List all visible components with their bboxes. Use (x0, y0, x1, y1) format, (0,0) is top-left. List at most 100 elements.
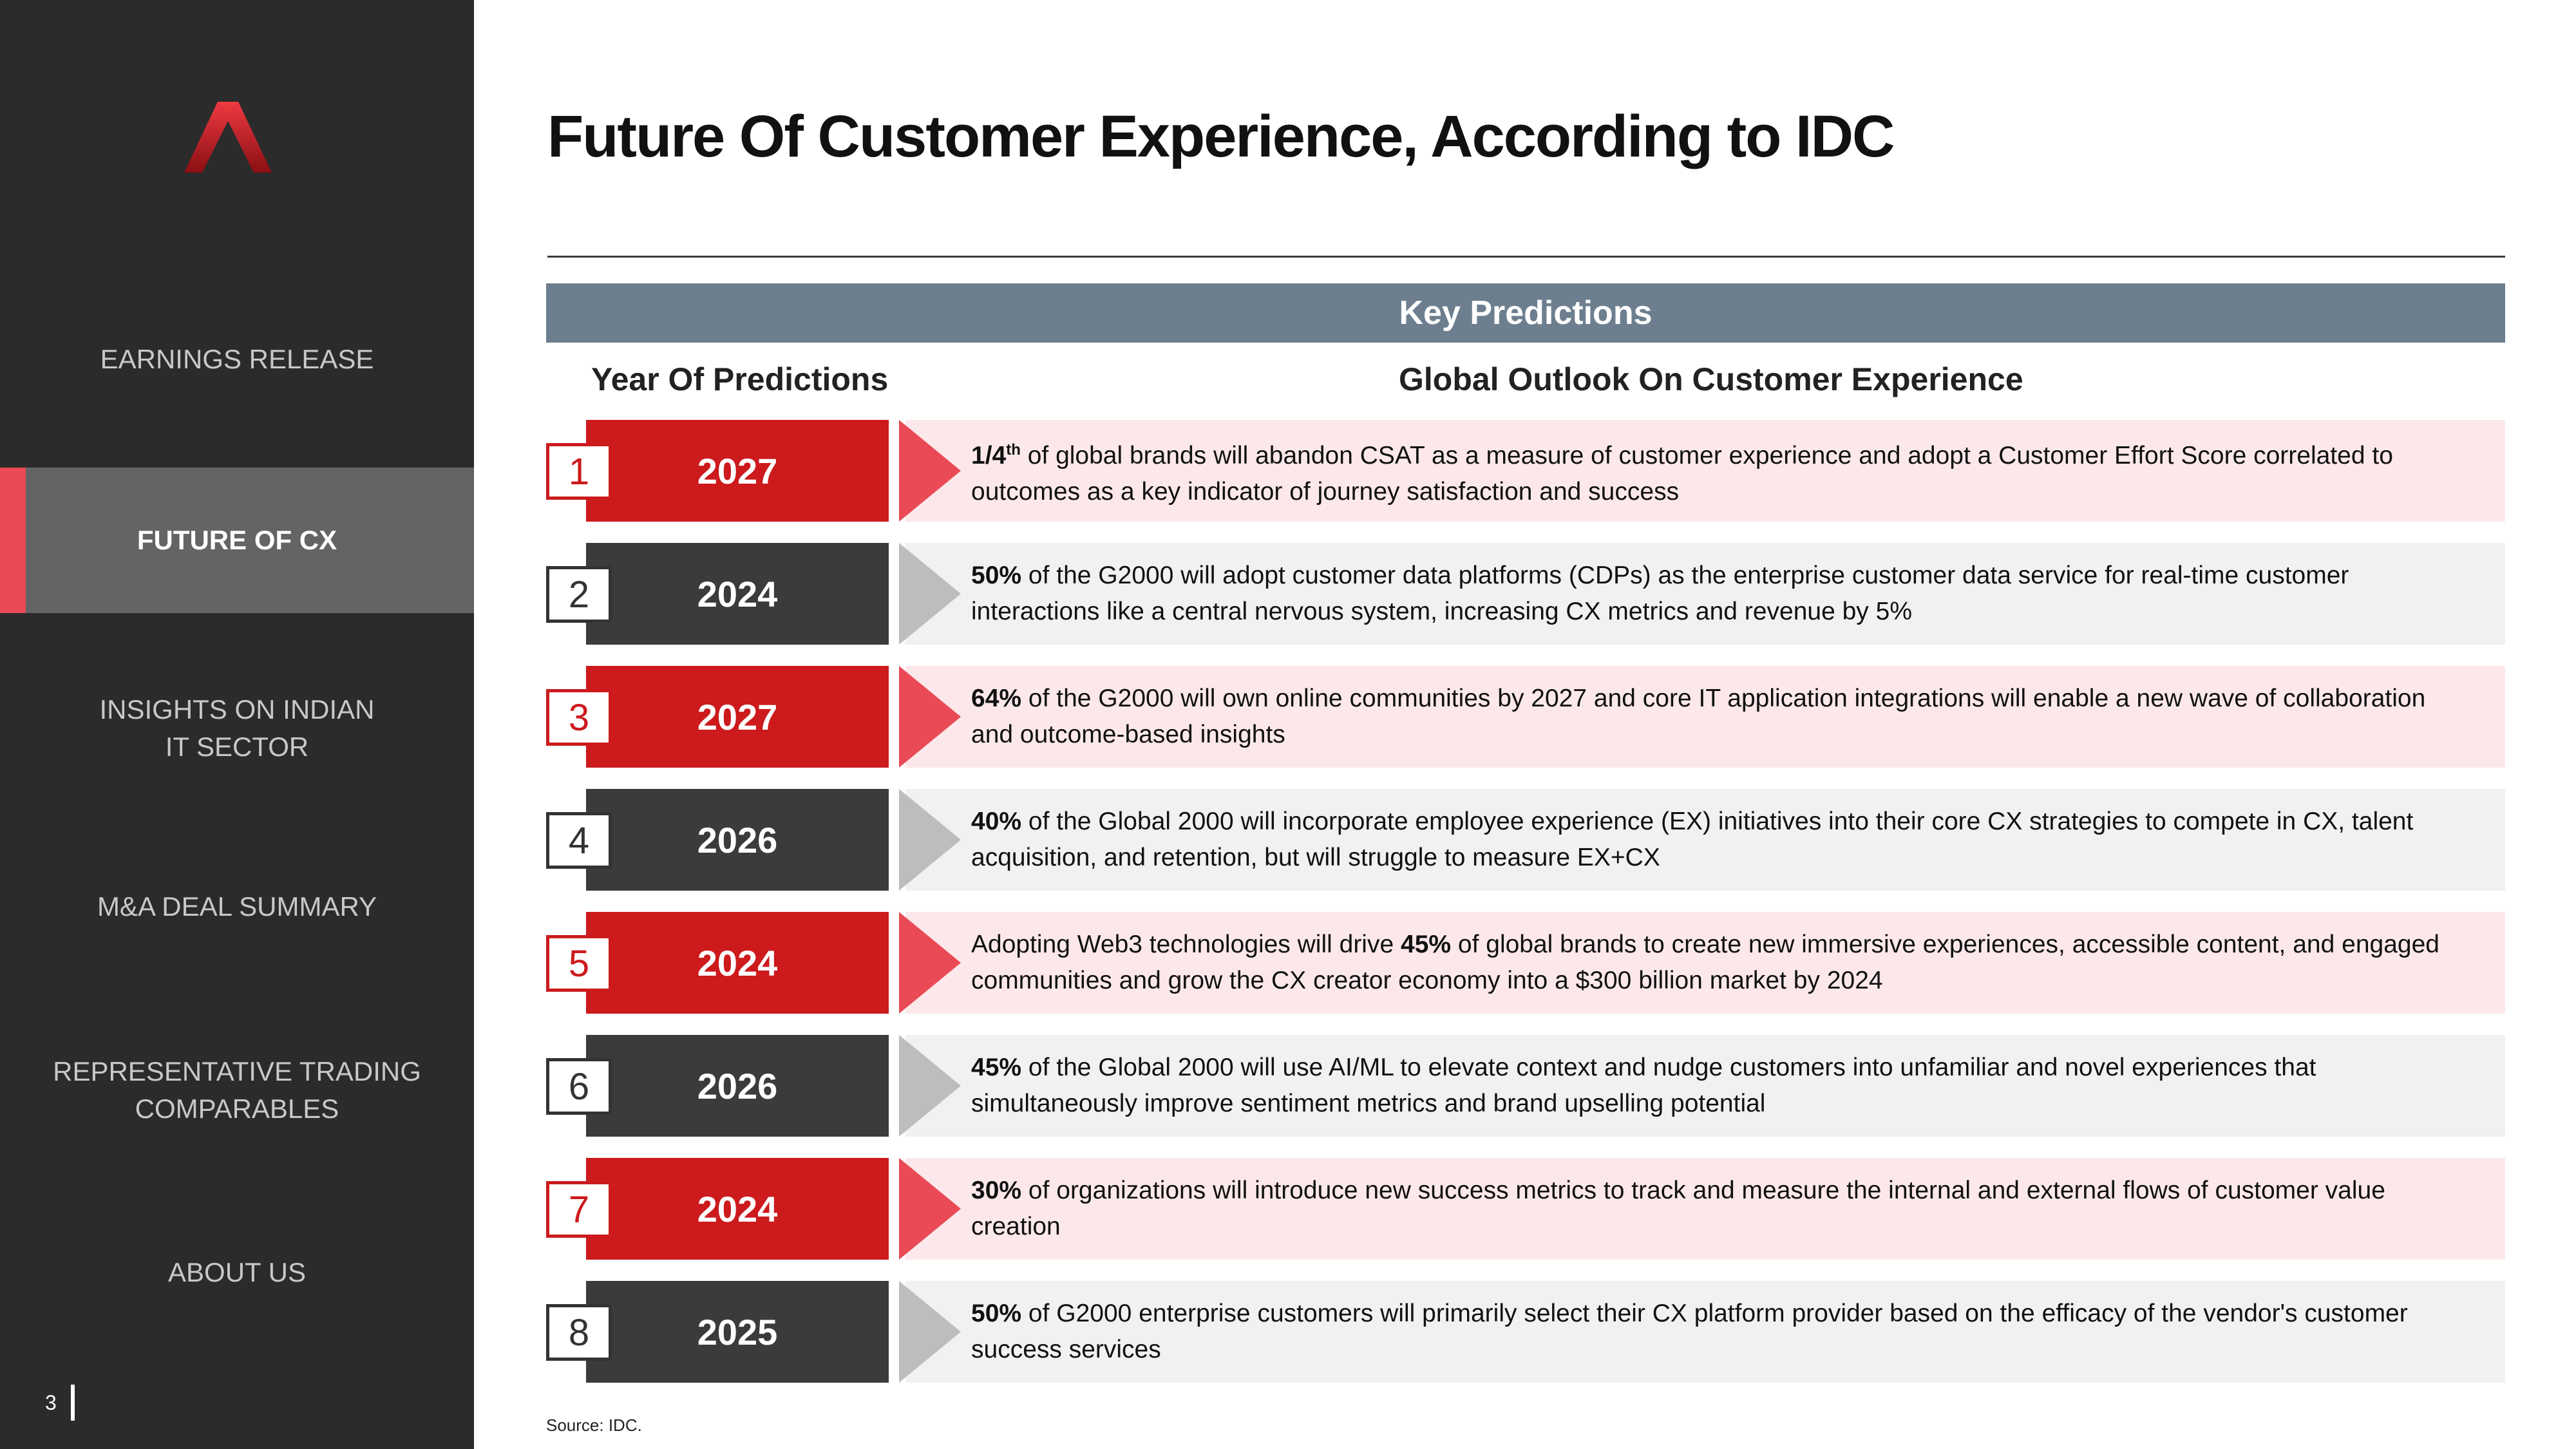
nav-earnings-release[interactable]: EARNINGS RELEASE (0, 336, 474, 383)
prediction-row: 2025 8 50% of G2000 enterprise customers w… (546, 1281, 2505, 1383)
prediction-text-post: of the Global 2000 will use AI/ML to ele… (971, 1054, 2316, 1117)
prediction-number-label: 2 (568, 573, 590, 616)
year-block: 2026 (586, 1035, 889, 1137)
page-number-divider (71, 1385, 75, 1421)
chevron-right-icon (899, 1281, 961, 1383)
nav-trading-comparables[interactable]: REPRESENTATIVE TRADING COMPARABLES (0, 1048, 474, 1132)
nav-label: INSIGHTS ON INDIAN IT SECTOR (99, 694, 375, 762)
prediction-number: 2 (546, 566, 612, 623)
prediction-number: 6 (546, 1058, 612, 1115)
year-block: 2025 (586, 1281, 889, 1383)
prediction-row: 2026 4 40% of the Global 2000 will incorpo… (546, 789, 2505, 891)
prediction-year: 2025 (697, 1311, 778, 1352)
prediction-text: 30% of organizations will introduce new … (971, 1158, 2472, 1260)
prediction-row: 2024 7 30% of organizations will introduce… (546, 1158, 2505, 1260)
prediction-text: 50% of G2000 enterprise customers will p… (971, 1281, 2472, 1383)
prediction-row: 2027 3 64% of the G2000 will own online co… (546, 666, 2505, 768)
prediction-highlight: 50% (971, 1300, 1022, 1327)
nav-label: EARNINGS RELEASE (100, 344, 374, 374)
prediction-band (905, 420, 2505, 522)
prediction-text-post: of G2000 enterprise customers will prima… (971, 1300, 2408, 1363)
prediction-superscript: th (1006, 440, 1021, 459)
year-block: 2027 (586, 420, 889, 522)
prediction-text-pre: Adopting Web3 technologies will drive (971, 931, 1401, 958)
prediction-text-post: of the G2000 will own online communities… (971, 685, 2426, 748)
prediction-band (905, 1281, 2505, 1383)
key-predictions-label: Key Predictions (1399, 294, 1653, 332)
title-divider (547, 256, 2505, 258)
prediction-number: 3 (546, 689, 612, 746)
prediction-band (905, 789, 2505, 891)
prediction-number-label: 7 (568, 1188, 590, 1231)
prediction-band (905, 1035, 2505, 1137)
prediction-number: 1 (546, 443, 612, 500)
nav-label: ABOUT US (168, 1257, 306, 1287)
chevron-right-icon (899, 666, 961, 768)
prediction-row: 2024 2 50% of the G2000 will adopt custome… (546, 543, 2505, 645)
column-header-year: Year Of Predictions (591, 361, 889, 397)
prediction-year: 2027 (697, 450, 778, 491)
year-block: 2024 (586, 543, 889, 645)
chevron-right-icon (899, 1035, 961, 1137)
year-block: 2024 (586, 912, 889, 1014)
prediction-text: 50% of the G2000 will adopt customer dat… (971, 543, 2472, 645)
nav-label: REPRESENTATIVE TRADING COMPARABLES (53, 1056, 421, 1124)
source-note: Source: IDC. (546, 1416, 642, 1435)
prediction-text: 40% of the Global 2000 will incorporate … (971, 789, 2472, 891)
prediction-text-post: of global brands to create new immersive… (971, 931, 2439, 994)
prediction-text: 1/4th of global brands will abandon CSAT… (971, 420, 2472, 522)
prediction-row: 2024 5 Adopting Web3 technologies will dri… (546, 912, 2505, 1014)
prediction-number: 4 (546, 812, 612, 869)
column-header-outlook: Global Outlook On Customer Experience (1399, 361, 2023, 397)
page-title: Future Of Customer Experience, According… (547, 104, 1895, 169)
prediction-number-label: 8 (568, 1311, 590, 1354)
prediction-number: 8 (546, 1304, 612, 1361)
prediction-year: 2027 (697, 696, 778, 737)
red-a-logo (184, 102, 272, 173)
chevron-right-icon (899, 543, 961, 645)
prediction-highlight: 1/4 (971, 441, 1007, 469)
prediction-text-post: of the Global 2000 will incorporate empl… (971, 808, 2414, 871)
nav-future-of-cx[interactable]: FUTURE OF CX (0, 468, 474, 613)
prediction-number-label: 6 (568, 1065, 590, 1108)
page-number: 3 (45, 1391, 57, 1414)
prediction-highlight: 30% (971, 1177, 1022, 1204)
prediction-highlight: 45% (971, 1054, 1022, 1081)
prediction-number-label: 3 (568, 696, 590, 739)
active-indicator (0, 468, 26, 613)
prediction-number-label: 5 (568, 942, 590, 985)
prediction-text: Adopting Web3 technologies will drive 45… (971, 912, 2472, 1014)
prediction-number-label: 4 (568, 819, 590, 862)
prediction-highlight: 64% (971, 685, 1022, 712)
sidebar: EARNINGS RELEASE FUTURE OF CX INSIGHTS O… (0, 0, 474, 1449)
prediction-band (905, 666, 2505, 768)
year-block: 2024 (586, 1158, 889, 1260)
chevron-right-icon (899, 420, 961, 522)
prediction-row: 2026 6 45% of the Global 2000 will use AI/… (546, 1035, 2505, 1137)
prediction-number-label: 1 (568, 450, 590, 493)
nav-about-us[interactable]: ABOUT US (0, 1249, 474, 1296)
prediction-text: 45% of the Global 2000 will use AI/ML to… (971, 1035, 2472, 1137)
year-block: 2027 (586, 666, 889, 768)
chevron-right-icon (899, 1158, 961, 1260)
chevron-right-icon (899, 789, 961, 891)
prediction-year: 2024 (697, 573, 778, 614)
prediction-highlight: 40% (971, 808, 1022, 835)
key-predictions-header: Key Predictions (546, 283, 2505, 343)
prediction-row: 2027 1 1/4th of global brands will abandon… (546, 420, 2505, 522)
prediction-text-post: of global brands will abandon CSAT as a … (971, 441, 2393, 506)
prediction-highlight: 45% (1401, 931, 1452, 958)
prediction-year: 2026 (697, 1065, 778, 1106)
prediction-band (905, 912, 2505, 1014)
year-block: 2026 (586, 789, 889, 891)
prediction-number: 5 (546, 935, 612, 992)
prediction-highlight: 50% (971, 562, 1022, 589)
prediction-year: 2024 (697, 1188, 778, 1229)
prediction-year: 2026 (697, 819, 778, 860)
prediction-year: 2024 (697, 942, 778, 983)
nav-label: FUTURE OF CX (137, 525, 337, 555)
prediction-text: 64% of the G2000 will own online communi… (971, 666, 2472, 768)
nav-insights-indian-it[interactable]: INSIGHTS ON INDIAN IT SECTOR (0, 687, 474, 770)
prediction-band (905, 1158, 2505, 1260)
nav-ma-deal-summary[interactable]: M&A DEAL SUMMARY (0, 884, 474, 930)
